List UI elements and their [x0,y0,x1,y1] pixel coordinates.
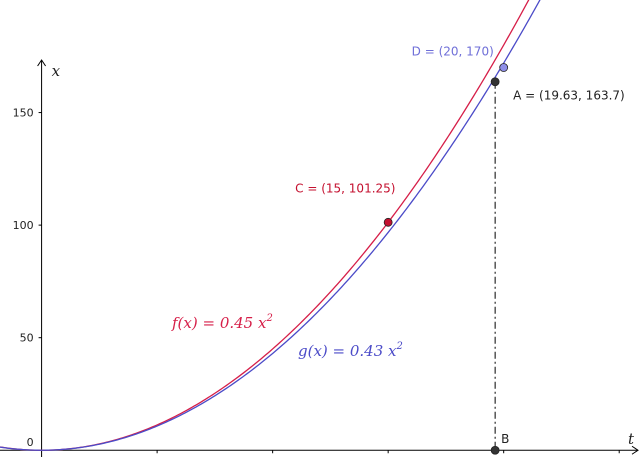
point-A [490,77,500,87]
axes: t x [0,59,639,457]
point-label-C: C = (15, 101.25) [295,181,395,195]
y-tick-label: 50 [20,332,34,345]
labels: f(x) = 0.45 x2 g(x) = 0.43 x2 [171,313,403,360]
point-label-D: D = (20, 170) [412,45,494,59]
point-B [490,445,500,455]
points: C = (15, 101.25) D = (20, 170) A = (19.63,… [295,45,625,455]
series-label-g: g(x) = 0.43 x2 [298,341,403,360]
ticks: 0510152025050100150 [13,107,627,457]
y-axis-label: x [52,62,61,80]
series-label-f: f(x) = 0.45 x2 [171,313,273,332]
point-label-A: A = (19.63, 163.7) [513,89,625,103]
y-axis-arrow [37,59,47,67]
series-line-g [0,0,541,451]
curves [0,0,541,451]
x-axis-label: t [628,430,635,448]
point-C [383,217,393,227]
y-tick-label: 150 [13,107,34,120]
point-label-B: B [501,432,509,446]
x-axis-arrow [631,445,639,455]
y-tick-label: 100 [13,219,34,232]
point-D [499,63,509,72]
series-line-f [0,0,530,451]
y-tick-label: 0 [27,436,34,449]
